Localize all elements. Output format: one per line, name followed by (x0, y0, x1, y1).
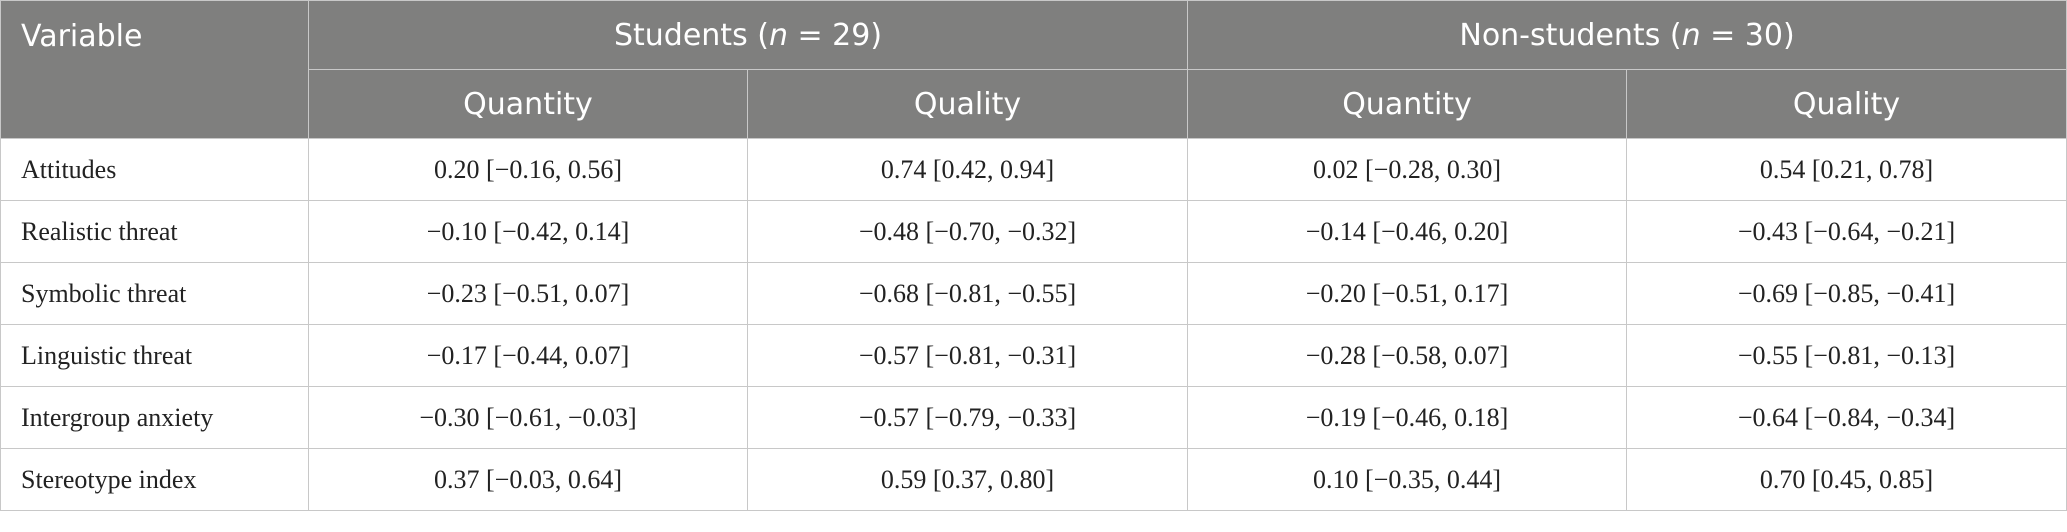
variable-name: Attitudes (0, 138, 309, 201)
header-text: Students ( (613, 17, 769, 53)
table-row: Linguistic threat −0.17 [−0.44, 0.07] −0.5… (0, 324, 2067, 387)
cell-value: 0.20 [−0.16, 0.56] (308, 138, 748, 201)
cell-value: 0.74 [0.42, 0.94] (746, 138, 1189, 201)
cell-value: 0.37 [−0.03, 0.64] (308, 448, 748, 511)
cell-value: 0.59 [0.37, 0.80] (746, 448, 1189, 511)
cell-value: −0.57 [−0.79, −0.33] (746, 386, 1189, 449)
cell-value: −0.28 [−0.58, 0.07] (1187, 324, 1628, 387)
header-text: n (768, 17, 788, 53)
subheader: Quantity (1187, 69, 1628, 139)
variable-name: Symbolic threat (0, 262, 309, 325)
table-row: Realistic threat −0.10 [−0.42, 0.14] −0.48… (0, 200, 2067, 263)
table-row: Intergroup anxiety −0.30 [−0.61, −0.03] −0… (0, 386, 2067, 449)
group-header: Students (n = 29) (307, 0, 1189, 70)
table-header: Variable Students (n = 29) Non-students (n… (0, 0, 2067, 139)
variable-name: Stereotype index (0, 448, 309, 511)
variable-name: Realistic threat (0, 200, 309, 263)
cell-value: −0.20 [−0.51, 0.17] (1187, 262, 1628, 325)
cell-value: −0.68 [−0.81, −0.55] (746, 262, 1189, 325)
header-text: = 29) (787, 17, 883, 53)
cell-value: −0.30 [−0.61, −0.03] (308, 386, 748, 449)
subheader: Quantity (308, 69, 748, 139)
variable-name: Linguistic threat (0, 324, 309, 387)
cell-value: 0.54 [0.21, 0.78] (1626, 138, 2067, 201)
cell-value: −0.43 [−0.64, −0.21] (1626, 200, 2067, 263)
cell-value: −0.69 [−0.85, −0.41] (1626, 262, 2067, 325)
cell-value: −0.55 [−0.81, −0.13] (1626, 324, 2067, 387)
cell-value: 0.02 [−0.28, 0.30] (1187, 138, 1628, 201)
cell-value: 0.10 [−0.35, 0.44] (1187, 448, 1628, 511)
cell-value: −0.17 [−0.44, 0.07] (308, 324, 748, 387)
cell-value: −0.48 [−0.70, −0.32] (746, 200, 1189, 263)
cell-value: −0.19 [−0.46, 0.18] (1187, 386, 1628, 449)
header-text: Non-students ( (1459, 17, 1682, 53)
results-table: Variable Students (n = 29) Non-students (n… (0, 0, 2067, 511)
group-header: Non-students (n = 30) (1187, 0, 2067, 70)
table-body: Attitudes 0.20 [−0.16, 0.56] 0.74 [0.42, 0… (0, 138, 2067, 511)
cell-value: −0.57 [−0.81, −0.31] (746, 324, 1189, 387)
table-row: Stereotype index 0.37 [−0.03, 0.64] 0.59 [… (0, 448, 2067, 511)
subheader: Quality (1626, 69, 2067, 139)
cell-value: −0.64 [−0.84, −0.34] (1626, 386, 2067, 449)
table-row: Symbolic threat −0.23 [−0.51, 0.07] −0.68 … (0, 262, 2067, 325)
cell-value: −0.14 [−0.46, 0.20] (1187, 200, 1628, 263)
cell-value: 0.70 [0.45, 0.85] (1626, 448, 2067, 511)
subheader: Quality (746, 69, 1189, 139)
variable-header: Variable (0, 0, 309, 139)
header-text: = 30) (1700, 17, 1795, 53)
header-text: n (1681, 17, 1701, 53)
table-row: Attitudes 0.20 [−0.16, 0.56] 0.74 [0.42, 0… (0, 138, 2067, 201)
variable-name: Intergroup anxiety (0, 386, 309, 449)
cell-value: −0.10 [−0.42, 0.14] (308, 200, 748, 263)
cell-value: −0.23 [−0.51, 0.07] (308, 262, 748, 325)
